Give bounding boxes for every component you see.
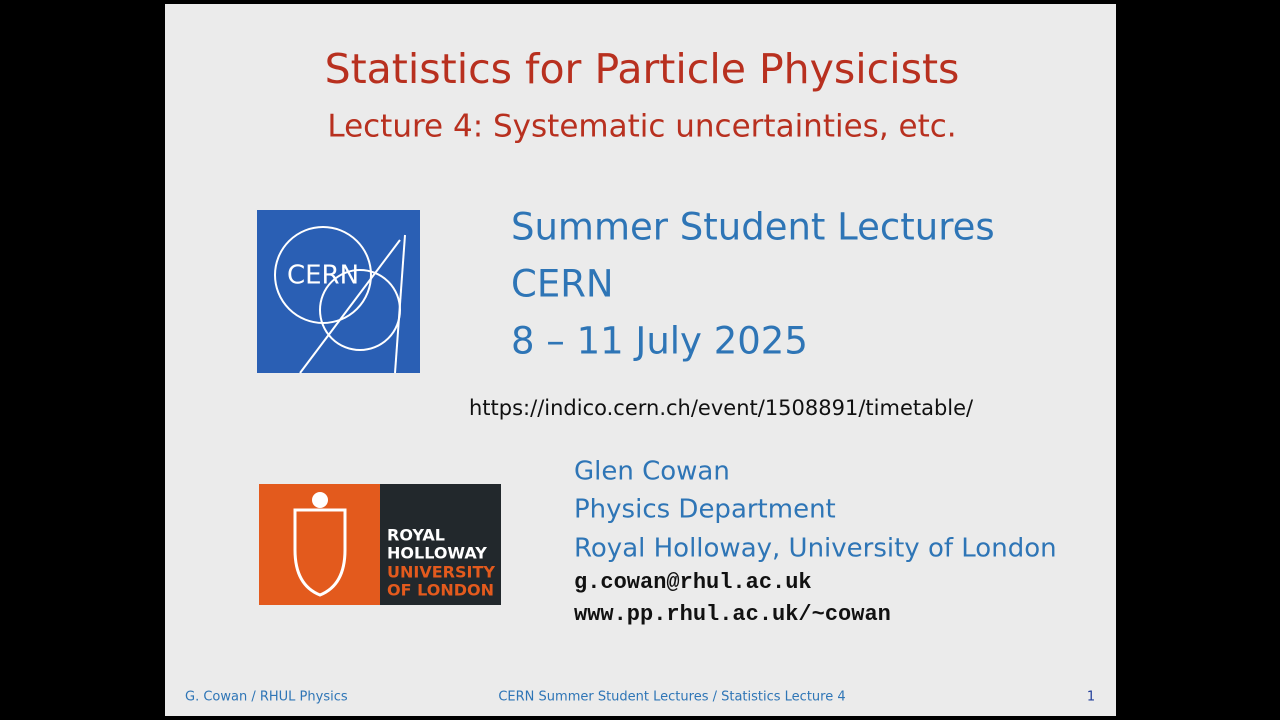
rhul-text: HOLLOWAY	[387, 544, 487, 563]
cern-line	[394, 234, 406, 374]
cern-logo-text: CERN	[287, 261, 359, 291]
rhul-logo-right	[380, 484, 501, 605]
page-number: 1	[1087, 690, 1095, 705]
author-line: Glen Cowan	[574, 457, 730, 487]
title: Statistics for Particle Physicists	[325, 45, 960, 93]
footer-center: CERN Summer Student Lectures / Statistic…	[498, 690, 845, 705]
rhul-text: ROYAL	[387, 526, 445, 545]
event-line: CERN	[511, 263, 614, 306]
subtitle: Lecture 4: Systematic uncertainties, etc…	[327, 109, 956, 145]
rhul-text: UNIVERSITY	[387, 563, 495, 582]
event-url: https://indico.cern.ch/event/1508891/tim…	[469, 396, 974, 420]
cern-line	[299, 239, 401, 374]
footer-left: G. Cowan / RHUL Physics	[185, 690, 348, 705]
author-line: Royal Holloway, University of London	[574, 534, 1057, 564]
event-line: Summer Student Lectures	[511, 206, 995, 249]
cern-logo-bg	[257, 210, 420, 373]
cern-logo: CERN	[257, 210, 420, 374]
author-email: g.cowan@rhul.ac.uk	[574, 570, 812, 595]
event-line: 8 – 11 July 2025	[511, 320, 808, 363]
author-web: www.pp.rhul.ac.uk/~cowan	[574, 602, 891, 627]
rhul-text: OF LONDON	[387, 581, 494, 600]
rhul-crest	[293, 508, 347, 597]
rhul-logo: ROYAL HOLLOWAY UNIVERSITY OF LONDON	[259, 484, 501, 605]
rhul-crest-top	[312, 492, 328, 508]
author-line: Physics Department	[574, 495, 836, 525]
